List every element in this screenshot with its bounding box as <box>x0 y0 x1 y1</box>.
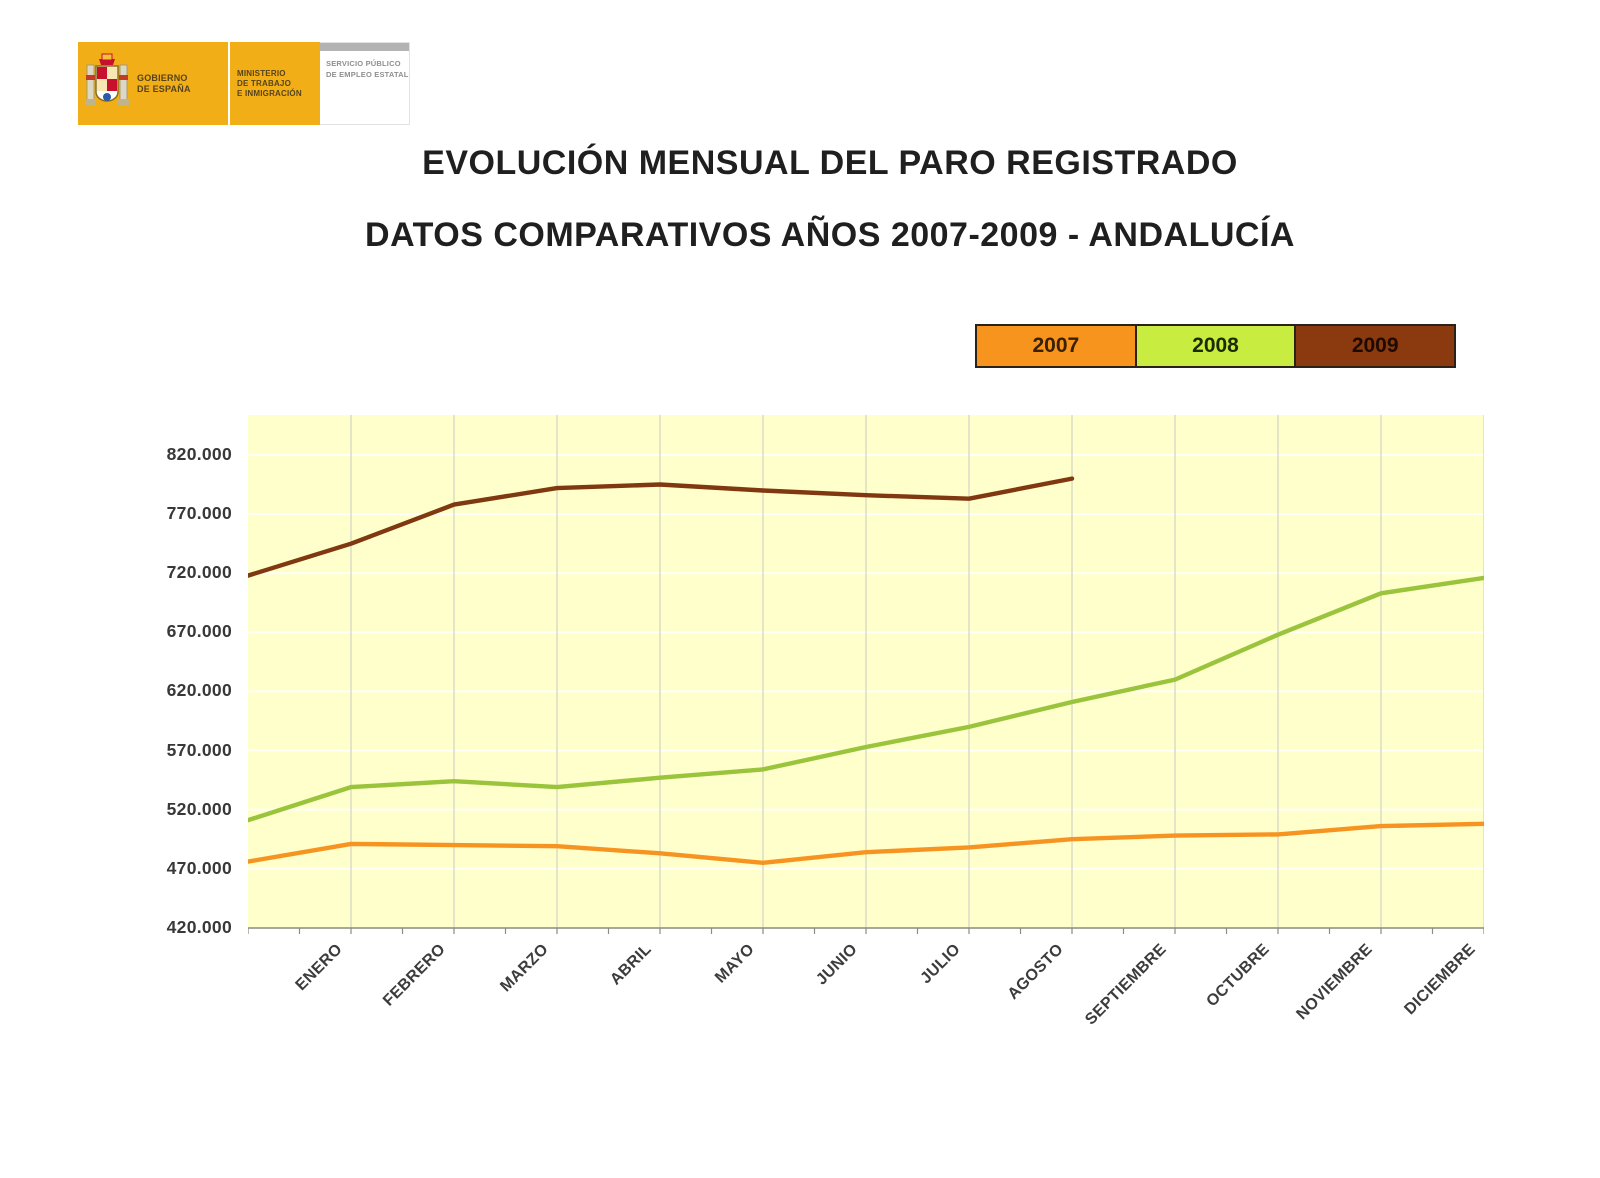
x-axis-label-diciembre: DICIEMBRE <box>1401 941 1478 1018</box>
x-axis-label-septiembre: SEPTIEMBRE <box>1082 941 1170 1029</box>
sepe-box: SERVICIO PÚBLICO DE EMPLEO ESTATAL <box>320 42 410 125</box>
x-axis-label-abril: ABRIL <box>607 941 655 989</box>
sepe-gray-band <box>320 43 409 51</box>
y-axis-label-620.000: 620.000 <box>166 680 232 701</box>
page-title-line1: EVOLUCIÓN MENSUAL DEL PARO REGISTRADO <box>422 144 1238 182</box>
chart-legend: 2007 2008 2009 <box>975 324 1456 368</box>
ministerio-box: MINISTERIO DE TRABAJO E INMIGRACIÓN <box>228 42 320 125</box>
legend-item-2009: 2009 <box>1294 326 1455 366</box>
y-axis-label-820.000: 820.000 <box>166 444 232 464</box>
legend-item-2007: 2007 <box>977 326 1135 366</box>
y-axis-label-520.000: 520.000 <box>166 798 232 819</box>
page-title-line2: DATOS COMPARATIVOS AÑOS 2007-2009 - ANDA… <box>365 216 1295 254</box>
x-axis-label-febrero: FEBRERO <box>380 941 449 1010</box>
sepe-line2: DE EMPLEO ESTATAL <box>326 70 409 79</box>
y-axis-label-570.000: 570.000 <box>166 739 232 760</box>
x-axis-label-enero: ENERO <box>293 941 346 994</box>
y-axis-label-420.000: 420.000 <box>166 916 232 937</box>
series-line-2009 <box>245 476 1075 578</box>
gobierno-line2: DE ESPAÑA <box>137 83 191 94</box>
y-axis-label-770.000: 770.000 <box>166 503 232 524</box>
x-axis-label-marzo: MARZO <box>497 941 552 996</box>
gobierno-box: GOBIERNO DE ESPAÑA <box>78 42 228 125</box>
ministerio-line3: E INMIGRACIÓN <box>237 88 302 98</box>
gobierno-line1: GOBIERNO <box>137 72 188 83</box>
government-logo: GOBIERNO DE ESPAÑA MINISTERIO DE TRABAJO… <box>78 42 410 125</box>
x-axis-label-junio: JUNIO <box>813 941 861 989</box>
y-axis-label-670.000: 670.000 <box>166 621 232 642</box>
y-axis-label-720.000: 720.000 <box>166 562 232 583</box>
y-axis-label-470.000: 470.000 <box>166 857 232 878</box>
line-chart-svg: ENERO FEBRERO MARZO ABRIL MAYO JUNIO JULIO AGOS… <box>245 415 1487 1029</box>
sepe-line1: SERVICIO PÚBLICO <box>326 59 401 68</box>
x-axis-label-mayo: MAYO <box>712 941 758 987</box>
ministerio-line1: MINISTERIO <box>237 68 286 78</box>
series-line-2007 <box>245 821 1487 865</box>
series-line-2008 <box>245 575 1487 823</box>
x-axis-label-agosto: AGOSTO <box>1005 941 1067 1003</box>
legend-item-2008: 2008 <box>1134 326 1295 366</box>
ministerio-line2: DE TRABAJO <box>237 78 292 88</box>
x-axis-label-noviembre: NOVIEMBRE <box>1293 941 1375 1023</box>
x-axis-label-julio: JULIO <box>917 941 963 987</box>
spain-coat-of-arms-icon <box>85 53 129 105</box>
chart-titles: EVOLUCIÓN MENSUAL DEL PARO REGISTRADO DA… <box>60 144 1600 255</box>
unemployment-line-chart: ENERO FEBRERO MARZO ABRIL MAYO JUNIO JULIO AGOS… <box>245 415 1487 1075</box>
x-axis-label-octubre: OCTUBRE <box>1203 941 1272 1010</box>
